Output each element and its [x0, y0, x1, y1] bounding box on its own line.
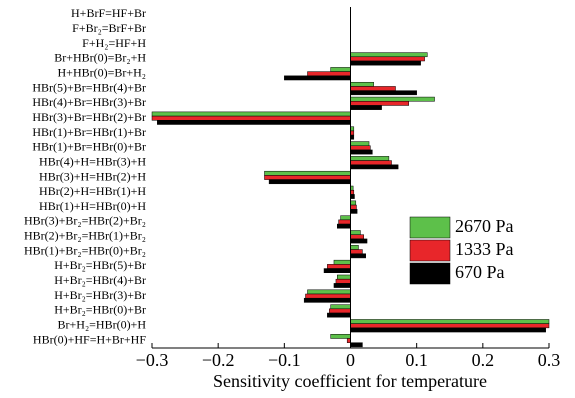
bar: [305, 293, 351, 299]
y-tick-label: HBr(1)+H=HBr(0)+H: [39, 199, 146, 213]
bar: [350, 245, 359, 250]
legend-label: 1333 Pa: [455, 239, 514, 259]
bar: [350, 81, 374, 87]
bar: [327, 264, 351, 269]
legend-label: 670 Pa: [455, 262, 505, 282]
legend-swatch: [409, 262, 451, 285]
bar: [350, 101, 409, 106]
bar: [330, 67, 351, 72]
y-tick-label: HBr(5)+Br=HBr(4)+Br: [32, 80, 146, 94]
bar: [350, 209, 358, 214]
bar: [337, 223, 351, 229]
y-tick-label: HBr(2)+H=HBr(1)+H: [39, 184, 146, 198]
bar: [350, 160, 392, 166]
bar: [350, 327, 546, 333]
bar: [284, 75, 351, 81]
legend-swatch: [409, 239, 451, 262]
bar: [350, 156, 390, 161]
bar: [303, 297, 351, 303]
bar: [350, 96, 435, 102]
y-tick-label: H+Br₂=HBr(5)+Br: [54, 258, 146, 272]
x-tick-label: 0.3: [538, 350, 561, 370]
y-tick-label: HBr(1)+Br₂=HBr(0)+Br₂: [24, 243, 146, 257]
x-tick-label: −0.1: [268, 350, 301, 370]
bar: [350, 149, 373, 155]
bar: [338, 219, 351, 225]
bar: [329, 308, 351, 314]
bar: [323, 268, 351, 274]
bar: [307, 71, 351, 77]
bar: [350, 342, 363, 348]
bar: [264, 175, 351, 180]
bar: [327, 312, 351, 318]
y-tick-label: F+Br₂=BrF+Br: [72, 21, 146, 35]
bar: [157, 120, 351, 125]
y-tick-label: HBr(3)+H=HBr(2)+H: [39, 169, 146, 183]
y-tick-label: Br+H₂=HBr(0)+H: [58, 318, 147, 332]
bar: [350, 52, 428, 58]
bar: [350, 141, 370, 146]
x-tick-label: 0: [346, 350, 355, 370]
y-tick-label: HBr(4)+Br=HBr(3)+Br: [32, 95, 146, 109]
x-tick-label: 0.2: [472, 350, 495, 370]
y-tick-label: HBr(1)+Br=HBr(0)+Br: [32, 140, 146, 154]
y-tick-label: HBr(1)+Br=HBr(1)+Br: [32, 125, 146, 139]
bar: [350, 90, 417, 96]
bar: [350, 145, 371, 151]
x-tick-label: −0.2: [202, 350, 235, 370]
y-tick-label: H+Br₂=HBr(3)+Br: [54, 288, 146, 302]
bar: [268, 179, 351, 185]
x-tick-label: 0.1: [405, 350, 428, 370]
bar: [330, 304, 351, 310]
bar: [350, 234, 364, 240]
bar: [350, 86, 396, 91]
bar: [151, 115, 351, 121]
bar: [350, 323, 550, 329]
bar: [340, 215, 351, 221]
y-tick-label: HBr(3)+Br₂=HBr(2)+Br₂: [24, 214, 146, 228]
bar: [350, 230, 361, 235]
bar: [350, 253, 366, 259]
bar: [350, 56, 425, 62]
bar: [350, 164, 399, 170]
x-axis-label: Sensitivity coefficient for temperature: [213, 371, 487, 391]
bar: [337, 274, 351, 280]
bar: [330, 334, 351, 339]
y-tick-label: H+Br₂=HBr(0)+Br: [54, 303, 146, 317]
y-tick-label: HBr(2)+Br₂=HBr(1)+Br₂: [24, 229, 146, 243]
y-tick-label: F+H₂=HF+H: [82, 36, 146, 50]
bar: [333, 283, 351, 288]
y-tick-label: HBr(0)+HF=H+Br+HF: [33, 332, 146, 346]
bar: [307, 289, 351, 295]
legend-label: 2670 Pa: [455, 216, 514, 236]
y-tick-label: HBr(3)+Br=HBr(2)+Br: [32, 110, 146, 124]
bar: [350, 200, 357, 206]
bar: [151, 111, 351, 117]
y-tick-label: H+BrF=HF+Br: [71, 6, 146, 20]
bar: [350, 105, 382, 110]
y-tick-label: H+Br₂=HBr(4)+Br: [54, 273, 146, 287]
bar: [350, 60, 421, 66]
bar: [333, 259, 351, 265]
y-tick-label: H+HBr(0)=Br+H₂: [58, 65, 146, 79]
bar: [350, 319, 550, 324]
bar: [335, 278, 351, 284]
legend-swatch: [409, 216, 451, 239]
x-tick-label: −0.3: [136, 350, 169, 370]
bar: [350, 204, 357, 210]
bar: [350, 249, 363, 254]
y-tick-label: HBr(4)+H=HBr(3)+H: [39, 154, 146, 168]
y-tick-label: Br+HBr(0)=Br₂+H: [54, 51, 146, 65]
bar: [264, 170, 351, 176]
bar: [350, 194, 355, 199]
bar: [350, 238, 368, 244]
